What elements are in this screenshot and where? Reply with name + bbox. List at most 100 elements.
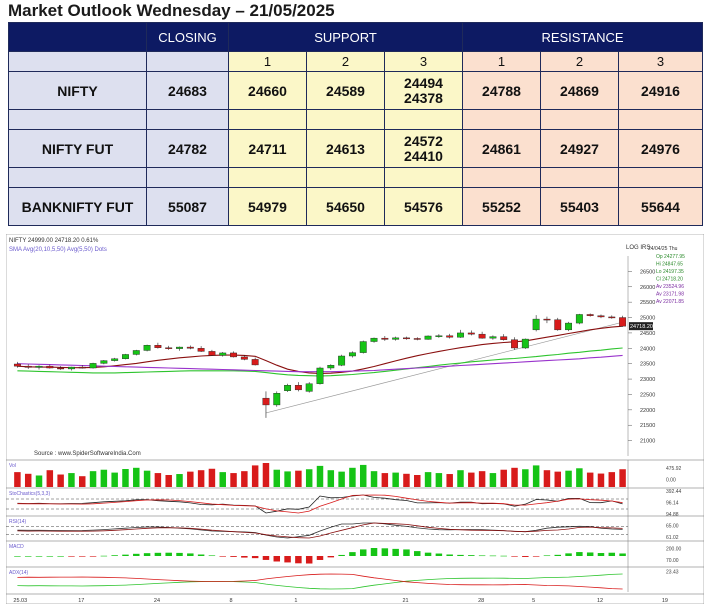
panel-label: MACD [9, 544, 24, 550]
volume-bar [24, 473, 32, 487]
candle [100, 360, 108, 365]
support-3: 24494 24378 [384, 71, 463, 110]
indicator-readout: 0.00 [666, 478, 676, 484]
x-tick-label: 5 [532, 598, 535, 604]
rsi-signal-line [17, 522, 623, 539]
candle-body [67, 366, 75, 370]
candle-body [46, 365, 54, 369]
volume-bar [424, 472, 432, 487]
candle-body [327, 365, 335, 369]
chart-header-date: 24/04/25 Thu [648, 246, 678, 252]
candle [316, 366, 324, 385]
panel-label: ADX(14) [9, 570, 29, 576]
candle-body [608, 316, 616, 319]
macd-bar [381, 548, 389, 556]
candle [122, 353, 129, 360]
support-1: 24711 [228, 129, 307, 168]
y-tick-label: 21500 [640, 423, 655, 429]
y-tick-label: 25500 [640, 300, 655, 306]
volume-bar [122, 469, 129, 487]
indicator-readout: 70.00 [666, 558, 679, 564]
macd-bar [295, 556, 302, 564]
resistance-3: 24976 [618, 129, 703, 168]
volume-bar [370, 471, 378, 487]
closing-value: 55087 [146, 187, 229, 226]
macd-bar [478, 555, 486, 557]
ohlc-readout: Hi 24847.65 [656, 262, 683, 268]
candle-body [521, 338, 529, 349]
last-price-box [629, 322, 653, 331]
candle-body [35, 365, 43, 368]
volume-bar [565, 470, 572, 487]
volume-bar [457, 470, 464, 487]
candle [154, 342, 162, 349]
volume-bar [597, 473, 605, 487]
macd-bar [586, 552, 594, 556]
volume-bar [89, 471, 97, 487]
table-row-banknifty-fut: BANKNIFTY FUT 55087 54979 54650 54576 55… [8, 187, 703, 226]
volume-bar [111, 472, 118, 487]
macd-bar [230, 556, 237, 557]
candle-body [467, 332, 475, 335]
volume-bar [176, 474, 183, 487]
closing-value: 24782 [146, 129, 229, 168]
support-2: 24613 [306, 129, 385, 168]
candle-body [284, 385, 292, 391]
volume-bar [68, 473, 75, 487]
volume-bar [359, 464, 367, 487]
volume-bar [133, 467, 140, 487]
candle [46, 364, 54, 369]
resistance-level-3: 3 [618, 51, 703, 72]
macd-bar [176, 552, 183, 556]
candle [608, 315, 616, 319]
y-tick-label: 25000 [640, 316, 655, 322]
macd-bar [219, 556, 226, 557]
header-resistance: RESISTANCE [462, 22, 703, 52]
candle [511, 337, 518, 350]
volume-bar [100, 469, 108, 487]
macd-bar [187, 553, 194, 556]
candle [403, 336, 410, 340]
volume-bar [414, 475, 421, 487]
volume-bar [35, 475, 43, 487]
macd-bar [154, 552, 162, 556]
stochastic-d-line [17, 494, 623, 514]
macd-bar [35, 556, 43, 557]
volume-bar [165, 475, 172, 487]
spacer-row [8, 109, 703, 130]
candle [35, 365, 43, 370]
resistance-1: 24788 [462, 71, 541, 110]
macd-bar [457, 554, 464, 556]
support-level-3: 3 [384, 51, 463, 72]
panel-label: RSI(14) [9, 519, 27, 525]
candle-body [338, 355, 346, 366]
candle [143, 344, 151, 352]
volume-bar [46, 470, 54, 487]
candle [57, 366, 65, 370]
candle [186, 345, 194, 350]
price-chart-svg: NIFTY 24999.00 24718.20 0.61% SMA Avg(20… [5, 233, 705, 605]
volume-bar [543, 470, 551, 487]
candle [89, 362, 97, 369]
volume-bar [446, 474, 453, 487]
candle-body [532, 318, 540, 331]
candle [305, 382, 313, 393]
last-price-label: 24718.20 [630, 324, 653, 330]
volume-bar [392, 472, 399, 487]
ohlc-readout: Cl 24718.20 [656, 277, 683, 283]
candle-body [424, 335, 432, 340]
resistance-2: 55403 [540, 187, 619, 226]
macd-bar [597, 553, 605, 556]
volume-bar [349, 467, 356, 487]
candle-body [381, 337, 389, 340]
volume-bar [241, 471, 248, 487]
indicator-readout: 96.14 [666, 501, 679, 507]
candle [208, 349, 216, 356]
candle-body [489, 336, 497, 339]
candle [500, 334, 508, 341]
adx-plus-line [17, 573, 623, 590]
y-tick-label: 22500 [640, 392, 655, 398]
candle [424, 335, 432, 340]
candle [284, 383, 292, 392]
macd-bar [489, 555, 497, 557]
